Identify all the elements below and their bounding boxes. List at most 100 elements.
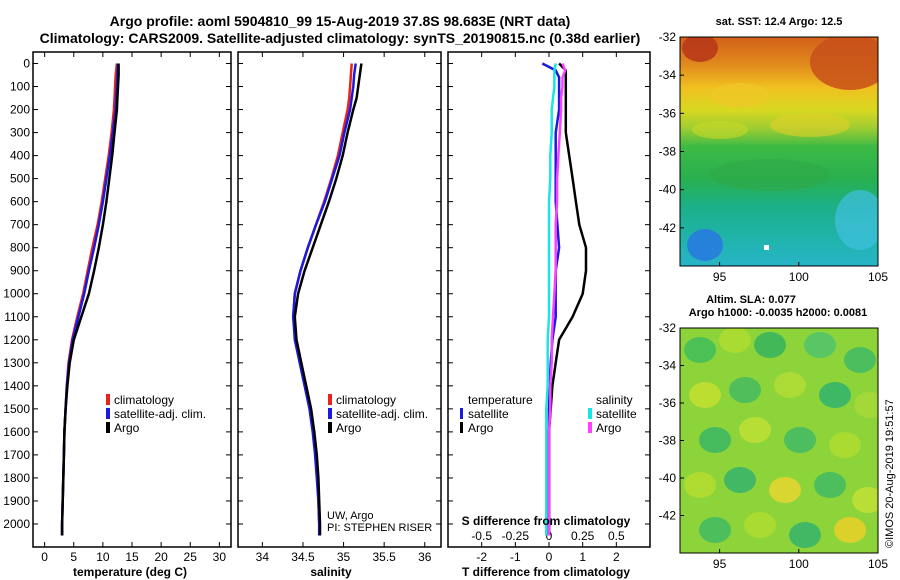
sst-map-image	[680, 37, 878, 266]
depth-tick-label: 400	[10, 149, 30, 163]
x-tick-label: 0	[41, 550, 48, 564]
sla-anomaly-patch	[819, 382, 851, 408]
sla-map-title: Altim. SLA: 0.077	[706, 294, 796, 306]
map-lat-label: -40	[659, 183, 677, 197]
series-line-s-satellite	[545, 63, 557, 536]
legend-label-climatology: climatology	[336, 393, 396, 407]
x-tick-label: 34	[256, 550, 270, 564]
depth-tick-label: 700	[10, 218, 30, 232]
sla-anomaly-patch	[699, 427, 731, 453]
imos-credit: ©IMOS 20-Aug-2019 19:51:57	[884, 399, 896, 548]
sla-anomaly-patch	[852, 487, 878, 513]
legend-swatch-argo	[106, 422, 110, 433]
s-tick-label: 0.25	[571, 529, 595, 543]
x-tick-label: 2	[613, 550, 620, 564]
depth-tick-label: 100	[10, 80, 30, 94]
x-tick-label: 1	[579, 550, 586, 564]
series-line-argo	[293, 63, 363, 536]
depth-tick-label: 2000	[3, 517, 30, 531]
depth-tick-label: 1500	[3, 402, 30, 416]
map-lon-label: 105	[868, 270, 888, 284]
x-tick-label: 20	[154, 550, 168, 564]
sla-anomaly-patch	[789, 522, 821, 548]
difference-series	[541, 62, 588, 536]
x-tick-label: 34.5	[291, 550, 315, 564]
depth-tick-label: 800	[10, 241, 30, 255]
depth-tick-label: 900	[10, 264, 30, 278]
sla-anomaly-patch	[699, 517, 731, 543]
depth-tick-label: 600	[10, 195, 30, 209]
sla-anomaly-patch	[744, 512, 776, 538]
sla-map-subtitle: Argo h1000: -0.0035 h2000: 0.0081	[689, 307, 868, 319]
sst-map-axes: 95 100 105 -32 -34 -36 -38 -40 -42	[659, 30, 889, 284]
salinity-legend: climatology satellite-adj. clim. Argo UW…	[327, 393, 432, 534]
sla-anomaly-patch	[729, 377, 761, 403]
sla-anomaly-patch	[689, 382, 721, 408]
legend-label-s-satellite: satellite	[596, 407, 637, 421]
legend-label-satellite-adj: satellite-adj. clim.	[114, 407, 206, 421]
salinity-axes: 34 34.5 35 35.5 36	[238, 52, 441, 564]
salinity-xlabel: salinity	[310, 565, 352, 579]
depth-tick-label: 1100	[4, 310, 30, 324]
map-lat-label: -32	[659, 30, 677, 44]
x-tick-label: 35.5	[372, 550, 396, 564]
depth-tick-label: 1400	[3, 379, 30, 393]
temperature-xlabel: temperature (deg C)	[73, 565, 187, 579]
series-line-argo	[60, 63, 120, 536]
sla-anomaly-patch	[739, 417, 771, 443]
map-lon-label: 100	[789, 270, 809, 284]
x-tick-label: 15	[125, 550, 139, 564]
map-lat-label: -38	[659, 145, 677, 159]
depth-tick-label: 1600	[3, 425, 30, 439]
temperature-legend: climatology satellite-adj. clim. Argo	[106, 393, 206, 435]
legend-label-climatology: climatology	[114, 393, 174, 407]
x-tick-label: 36	[418, 550, 432, 564]
sla-map-axes: 95 100 105 -32 -34 -36 -38 -40 -42	[659, 321, 889, 571]
depth-tick-label: 1700	[3, 448, 30, 462]
salinity-series	[291, 63, 363, 536]
sla-map-image	[680, 328, 878, 553]
depth-tick-label: 200	[10, 103, 30, 117]
legend-label-argo: Argo	[336, 421, 362, 435]
legend-swatch-argo	[328, 422, 332, 433]
legend-label-satellite-adj: satellite-adj. clim.	[336, 407, 428, 421]
sla-anomaly-patch	[804, 332, 836, 358]
depth-tick-label: 500	[10, 172, 30, 186]
map-lat-label: -32	[659, 321, 677, 335]
legend-swatch-s-satellite	[588, 408, 592, 419]
sla-anomaly-patch	[774, 372, 806, 398]
map-lon-label: 100	[789, 557, 809, 571]
x-tick-label: 35	[337, 550, 351, 564]
sla-anomaly-patch	[719, 328, 751, 353]
map-lat-label: -40	[659, 471, 677, 485]
temperature-plot-frame	[32, 51, 232, 548]
sla-anomaly-patch	[684, 472, 716, 498]
legend-swatch-satellite-adj	[328, 408, 332, 419]
map-lon-label: 95	[713, 557, 727, 571]
sla-anomaly-patch	[724, 467, 756, 493]
s-tick-label: -0.25	[502, 529, 530, 543]
map-lat-label: -42	[659, 221, 677, 235]
map-lat-label: -42	[659, 509, 677, 523]
map-lon-label: 95	[713, 270, 727, 284]
sla-anomaly-patch	[814, 472, 846, 498]
legend-title-salinity: salinity	[596, 393, 633, 407]
legend-swatch-s-argo	[588, 422, 592, 433]
difference-xlabel: T difference from climatology	[462, 565, 630, 579]
s-tick-label: 0	[546, 529, 553, 543]
legend-label-s-argo: Argo	[596, 421, 622, 435]
legend-swatch-climatology	[328, 394, 332, 405]
depth-tick-label: 1900	[3, 494, 30, 508]
sst-map-title: sat. SST: 12.4 Argo: 12.5	[716, 16, 843, 28]
x-tick-label: 30	[213, 550, 227, 564]
depth-tick-label: 300	[10, 126, 30, 140]
x-tick-label: 5	[70, 550, 77, 564]
s-tick-label: 0.5	[608, 529, 625, 543]
x-tick-label: 10	[96, 550, 110, 564]
float-credit-line2: PI: STEPHEN RISER	[327, 522, 432, 534]
sla-anomaly-patch	[834, 517, 866, 543]
legend-label-t-argo: Argo	[468, 421, 494, 435]
x-tick-label: 0	[546, 550, 553, 564]
sla-anomaly-patch	[684, 337, 716, 363]
legend-label-t-satellite: satellite	[468, 407, 509, 421]
